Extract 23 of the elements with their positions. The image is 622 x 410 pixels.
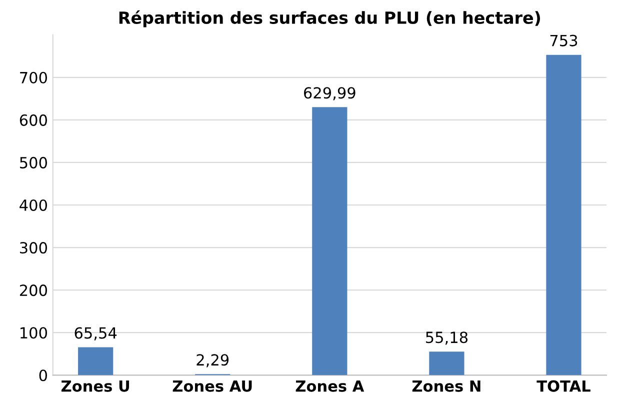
data-label: 65,54 xyxy=(74,327,117,340)
data-label: 2,29 xyxy=(196,354,229,368)
data-label: 55,18 xyxy=(426,332,468,345)
y-tick-label: 0 xyxy=(39,370,47,382)
chart-title: Répartition des surfaces du PLU (en hectare) xyxy=(119,10,540,28)
data-label: 629,99 xyxy=(304,87,356,100)
y-tick-label: 300 xyxy=(20,242,47,254)
bar xyxy=(429,352,464,376)
x-tick-label: TOTAL xyxy=(536,380,590,392)
y-tick-label: 200 xyxy=(20,284,47,296)
bar xyxy=(546,54,582,376)
x-tick-label: Zones A xyxy=(296,380,364,392)
bar xyxy=(78,347,114,376)
y-tick-label: 700 xyxy=(20,72,47,84)
x-tick-label: Zones U xyxy=(61,380,129,392)
y-tick-label: 600 xyxy=(20,114,47,126)
y-tick-label: 100 xyxy=(20,327,47,339)
x-tick-label: Zones AU xyxy=(172,380,252,392)
data-label: 753 xyxy=(550,34,578,46)
bar xyxy=(312,107,348,376)
y-tick-label: 400 xyxy=(20,199,47,212)
x-tick-label: Zones N xyxy=(412,380,480,392)
y-tick-label: 500 xyxy=(20,156,47,168)
